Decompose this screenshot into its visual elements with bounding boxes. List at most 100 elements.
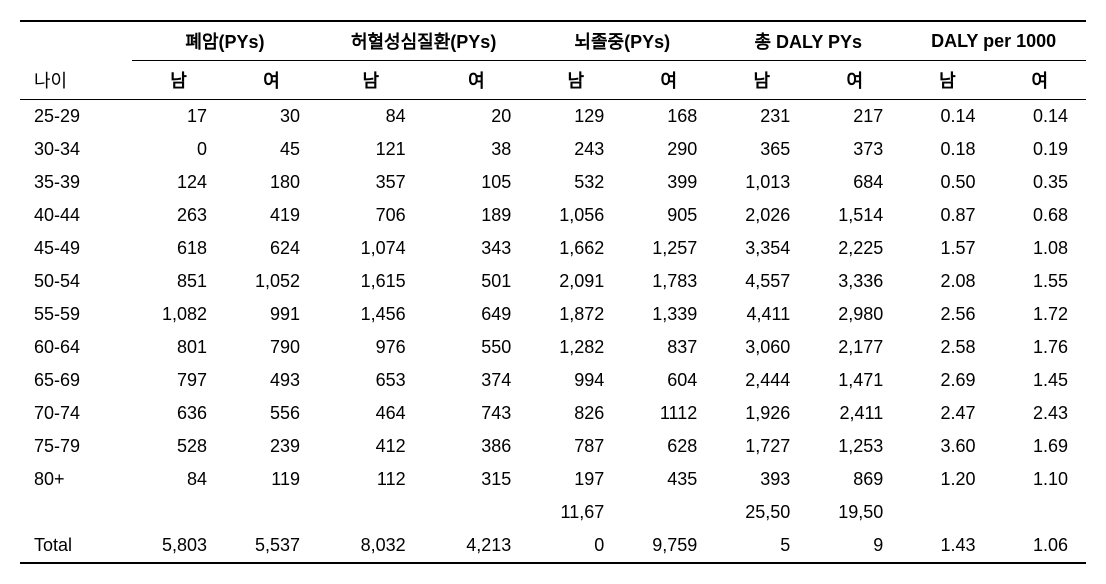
- value-cell: 105: [424, 166, 530, 199]
- value-cell: 343: [424, 232, 530, 265]
- subheader-2-m: 남: [529, 61, 622, 100]
- value-cell: 0.87: [901, 199, 993, 232]
- value-cell: 412: [318, 430, 424, 463]
- value-cell: 1,253: [808, 430, 901, 463]
- value-cell: 8,032: [318, 529, 424, 563]
- value-cell: 19,50: [808, 496, 901, 529]
- value-cell: 1,257: [622, 232, 715, 265]
- value-cell: 1,926: [715, 397, 808, 430]
- value-cell: 3,336: [808, 265, 901, 298]
- table-body: 25-29173084201291682312170.140.1430-3404…: [20, 100, 1086, 564]
- value-cell: 1.72: [994, 298, 1086, 331]
- value-cell: 365: [715, 133, 808, 166]
- subheader-0-f: 여: [225, 61, 318, 100]
- value-cell: 38: [424, 133, 530, 166]
- value-cell: 1.57: [901, 232, 993, 265]
- value-cell: 1,282: [529, 331, 622, 364]
- value-cell: 556: [225, 397, 318, 430]
- value-cell: 0.19: [994, 133, 1086, 166]
- value-cell: 1.69: [994, 430, 1086, 463]
- value-cell: 393: [715, 463, 808, 496]
- value-cell: 4,411: [715, 298, 808, 331]
- value-cell: 1,456: [318, 298, 424, 331]
- value-cell: 386: [424, 430, 530, 463]
- subheader-0-m: 남: [132, 61, 225, 100]
- value-cell: 1.45: [994, 364, 1086, 397]
- value-cell: [424, 496, 530, 529]
- value-cell: 231: [715, 100, 808, 134]
- value-cell: 0: [529, 529, 622, 563]
- value-cell: 1.06: [994, 529, 1086, 563]
- value-cell: 869: [808, 463, 901, 496]
- value-cell: 851: [132, 265, 225, 298]
- value-cell: 905: [622, 199, 715, 232]
- value-cell: 1.43: [901, 529, 993, 563]
- value-cell: 1,872: [529, 298, 622, 331]
- header-group-0: 폐암(PYs): [132, 21, 318, 61]
- value-cell: 1,471: [808, 364, 901, 397]
- value-cell: 684: [808, 166, 901, 199]
- value-cell: 129: [529, 100, 622, 134]
- subheader-3-f: 여: [808, 61, 901, 100]
- value-cell: 189: [424, 199, 530, 232]
- value-cell: 826: [529, 397, 622, 430]
- value-cell: 2,411: [808, 397, 901, 430]
- value-cell: 1,727: [715, 430, 808, 463]
- value-cell: 1,056: [529, 199, 622, 232]
- value-cell: 168: [622, 100, 715, 134]
- value-cell: 790: [225, 331, 318, 364]
- subheader-4-m: 남: [901, 61, 993, 100]
- value-cell: 124: [132, 166, 225, 199]
- value-cell: 743: [424, 397, 530, 430]
- value-cell: 1,013: [715, 166, 808, 199]
- value-cell: 1.20: [901, 463, 993, 496]
- value-cell: 399: [622, 166, 715, 199]
- subheader-3-m: 남: [715, 61, 808, 100]
- value-cell: [132, 496, 225, 529]
- value-cell: 5,537: [225, 529, 318, 563]
- table-row: Total5,8035,5378,0324,21309,759591.431.0…: [20, 529, 1086, 563]
- value-cell: 17: [132, 100, 225, 134]
- value-cell: 2.43: [994, 397, 1086, 430]
- table-row: 50-548511,0521,6155012,0911,7834,5573,33…: [20, 265, 1086, 298]
- value-cell: 0.14: [901, 100, 993, 134]
- value-cell: 2,026: [715, 199, 808, 232]
- age-cell: [20, 496, 132, 529]
- value-cell: 1.08: [994, 232, 1086, 265]
- value-cell: [622, 496, 715, 529]
- age-cell: 30-34: [20, 133, 132, 166]
- value-cell: 0.18: [901, 133, 993, 166]
- age-cell: 60-64: [20, 331, 132, 364]
- daly-table: 나이 폐암(PYs) 허혈성심질환(PYs) 뇌졸중(PYs) 총 DALY P…: [20, 20, 1086, 564]
- table-row: 70-7463655646474382611121,9262,4112.472.…: [20, 397, 1086, 430]
- value-cell: 1,082: [132, 298, 225, 331]
- value-cell: 0.14: [994, 100, 1086, 134]
- value-cell: 636: [132, 397, 225, 430]
- value-cell: 112: [318, 463, 424, 496]
- age-cell: 80+: [20, 463, 132, 496]
- header-age: 나이: [20, 21, 132, 100]
- value-cell: 2,225: [808, 232, 901, 265]
- table-row: 40-442634197061891,0569052,0261,5140.870…: [20, 199, 1086, 232]
- age-cell: 40-44: [20, 199, 132, 232]
- age-cell: 35-39: [20, 166, 132, 199]
- age-cell: 55-59: [20, 298, 132, 331]
- value-cell: 290: [622, 133, 715, 166]
- value-cell: 2.08: [901, 265, 993, 298]
- value-cell: 357: [318, 166, 424, 199]
- value-cell: 2.69: [901, 364, 993, 397]
- value-cell: 706: [318, 199, 424, 232]
- value-cell: 801: [132, 331, 225, 364]
- value-cell: 2,091: [529, 265, 622, 298]
- value-cell: 550: [424, 331, 530, 364]
- subheader-4-f: 여: [994, 61, 1086, 100]
- subheader-1-m: 남: [318, 61, 424, 100]
- subheader-2-f: 여: [622, 61, 715, 100]
- value-cell: 1,783: [622, 265, 715, 298]
- table-row: 55-591,0829911,4566491,8721,3394,4112,98…: [20, 298, 1086, 331]
- header-group-1: 허혈성심질환(PYs): [318, 21, 529, 61]
- value-cell: 315: [424, 463, 530, 496]
- value-cell: 20: [424, 100, 530, 134]
- value-cell: 263: [132, 199, 225, 232]
- value-cell: 243: [529, 133, 622, 166]
